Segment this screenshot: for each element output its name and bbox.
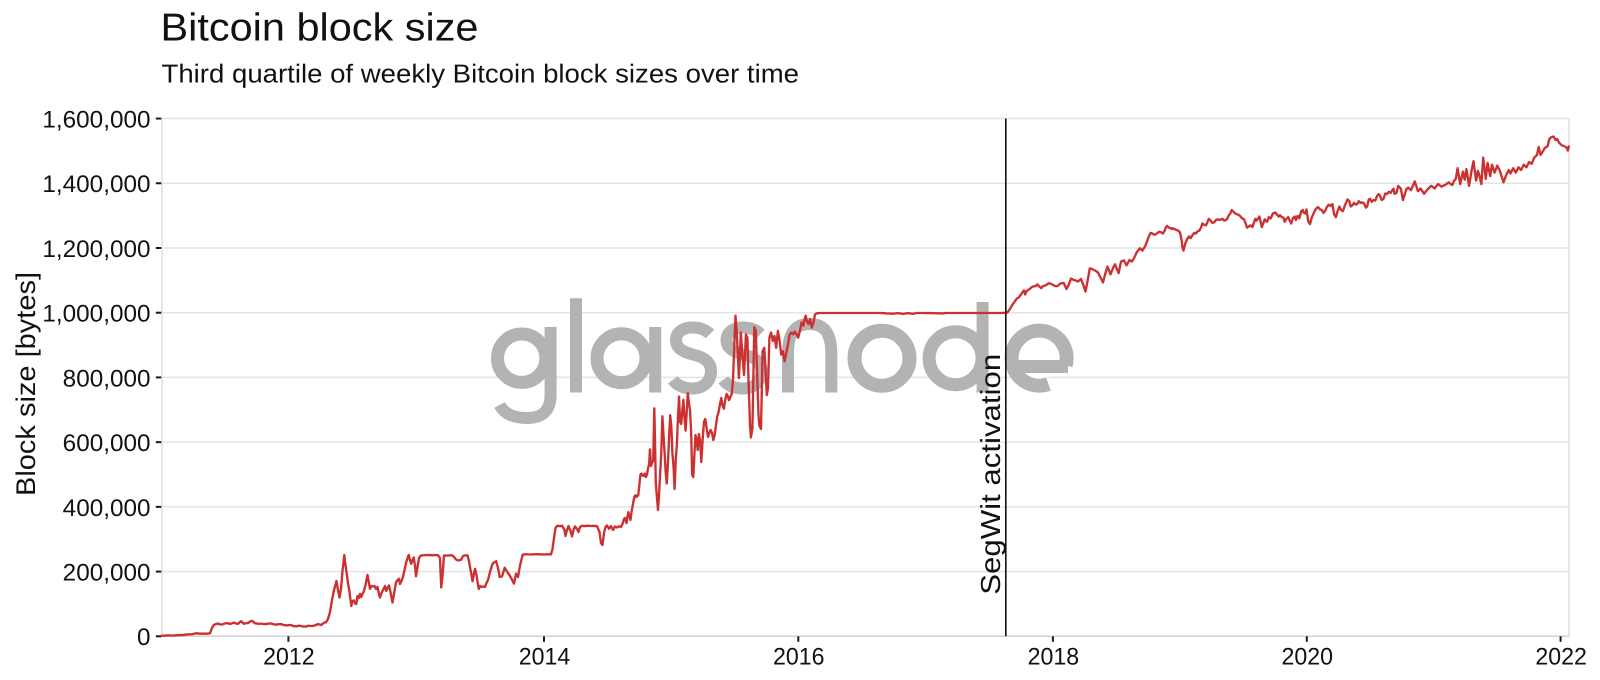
svg-text:Block size [bytes]: Block size [bytes]	[11, 272, 41, 496]
svg-text:600,000: 600,000	[63, 430, 151, 457]
svg-text:1,400,000: 1,400,000	[42, 171, 150, 198]
svg-text:2018: 2018	[1028, 644, 1080, 671]
svg-text:Third quartile of weekly Bitco: Third quartile of weekly Bitcoin block s…	[162, 59, 800, 89]
svg-text:2022: 2022	[1535, 644, 1587, 671]
svg-text:2014: 2014	[519, 644, 571, 671]
svg-text:SegWit activation: SegWit activation	[975, 354, 1006, 595]
svg-text:1,200,000: 1,200,000	[42, 236, 150, 263]
svg-text:2016: 2016	[773, 644, 825, 671]
svg-text:800,000: 800,000	[63, 365, 151, 392]
svg-text:Bitcoin block size: Bitcoin block size	[161, 7, 479, 50]
svg-text:0: 0	[137, 624, 151, 651]
svg-text:1,600,000: 1,600,000	[42, 106, 150, 133]
svg-text:1,000,000: 1,000,000	[42, 301, 150, 328]
svg-text:2020: 2020	[1282, 644, 1334, 671]
svg-text:200,000: 200,000	[63, 559, 151, 586]
svg-text:2012: 2012	[263, 644, 315, 671]
svg-text:400,000: 400,000	[63, 495, 151, 522]
